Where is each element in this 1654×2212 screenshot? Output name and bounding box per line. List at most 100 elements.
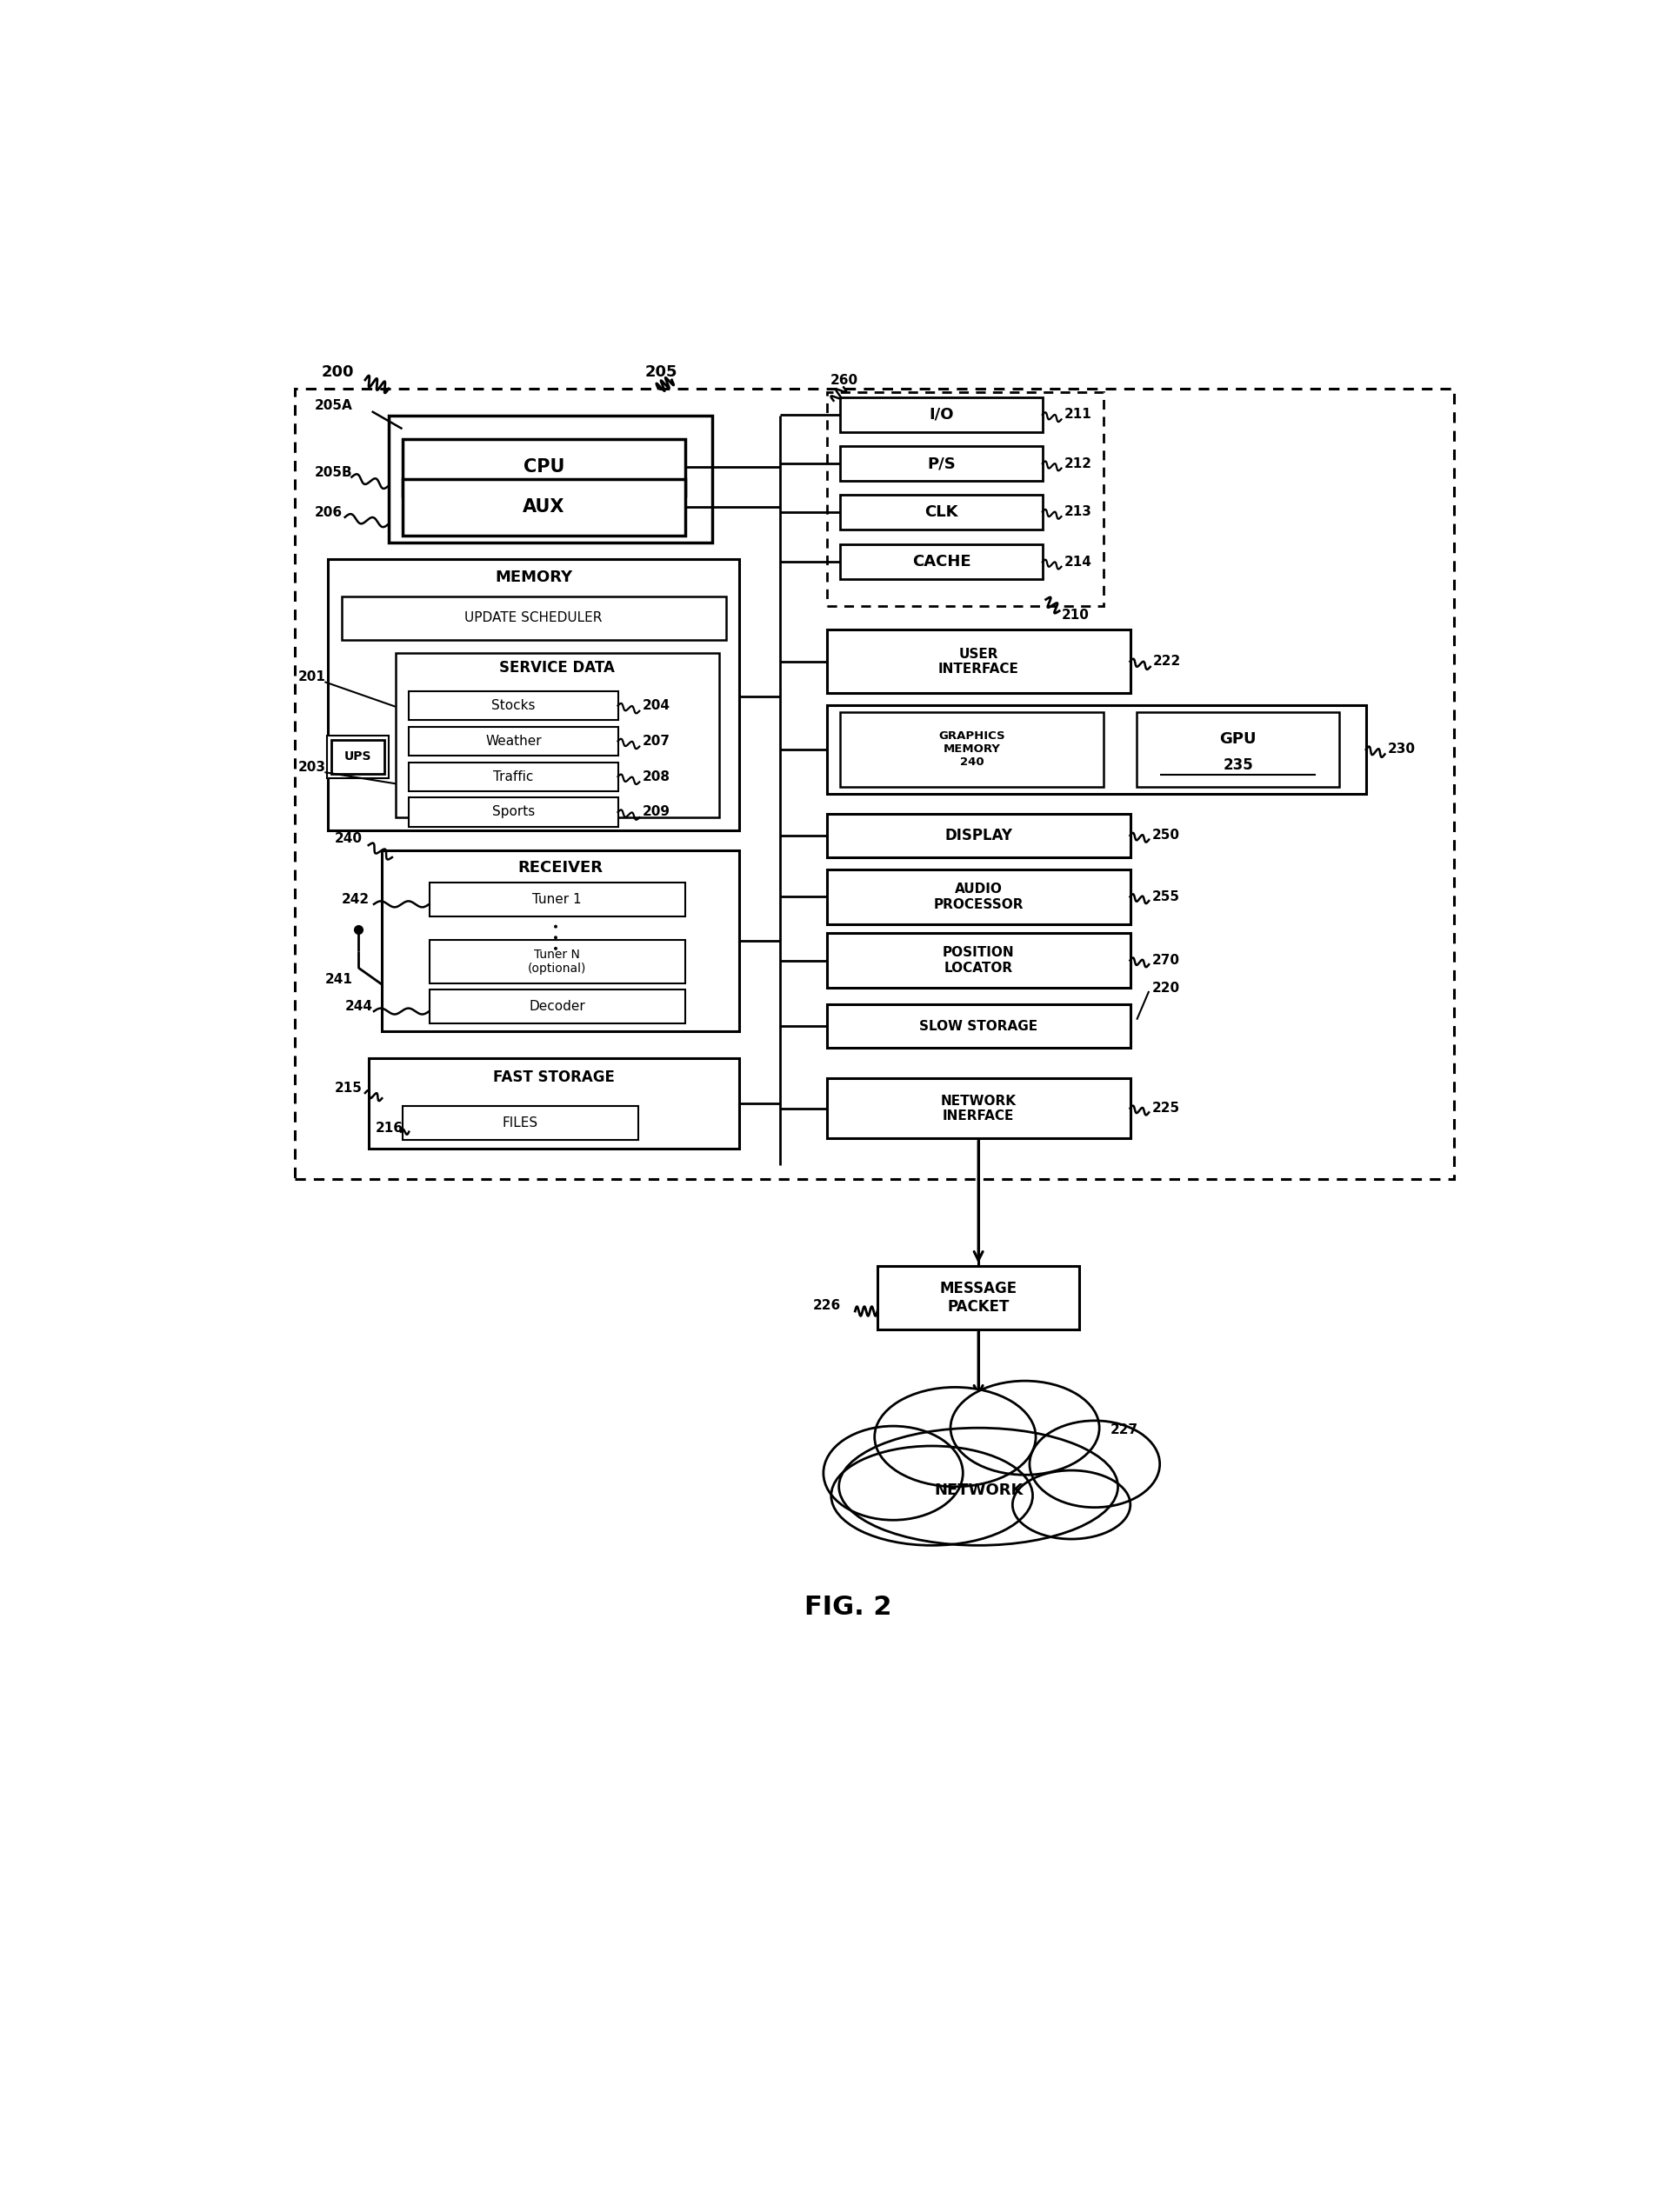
Text: 227: 227	[1110, 1422, 1138, 1436]
Text: 250: 250	[1151, 830, 1179, 843]
FancyBboxPatch shape	[331, 741, 384, 774]
Text: P/S: P/S	[928, 456, 956, 471]
Text: 225: 225	[1151, 1102, 1179, 1115]
FancyBboxPatch shape	[827, 630, 1130, 692]
FancyBboxPatch shape	[341, 597, 726, 639]
Ellipse shape	[1029, 1420, 1159, 1506]
Ellipse shape	[875, 1387, 1035, 1486]
FancyBboxPatch shape	[409, 692, 619, 721]
FancyBboxPatch shape	[327, 734, 389, 779]
Text: 260: 260	[830, 374, 858, 387]
Text: 211: 211	[1064, 409, 1092, 420]
Text: CACHE: CACHE	[911, 555, 971, 571]
FancyBboxPatch shape	[827, 869, 1130, 925]
FancyBboxPatch shape	[389, 416, 713, 542]
Text: USER
INTERFACE: USER INTERFACE	[938, 648, 1019, 675]
FancyBboxPatch shape	[428, 883, 685, 916]
Text: • • •: • • •	[551, 922, 564, 951]
Text: I/O: I/O	[930, 407, 954, 422]
Text: 241: 241	[324, 973, 352, 987]
FancyBboxPatch shape	[327, 560, 739, 830]
Text: Sports: Sports	[491, 805, 534, 818]
FancyBboxPatch shape	[840, 398, 1042, 431]
Text: Traffic: Traffic	[493, 770, 534, 783]
Text: Stocks: Stocks	[491, 699, 536, 712]
FancyBboxPatch shape	[402, 438, 685, 495]
Text: 209: 209	[642, 805, 670, 818]
Text: Tuner 1: Tuner 1	[533, 894, 582, 907]
FancyBboxPatch shape	[409, 763, 619, 792]
Text: GPU: GPU	[1219, 730, 1257, 748]
Text: 244: 244	[346, 1000, 372, 1013]
FancyBboxPatch shape	[428, 940, 685, 982]
Text: FILES: FILES	[503, 1117, 538, 1130]
Text: 201: 201	[298, 670, 326, 684]
FancyBboxPatch shape	[402, 480, 685, 535]
Ellipse shape	[824, 1427, 963, 1520]
Text: FAST STORAGE: FAST STORAGE	[493, 1068, 615, 1084]
Text: 204: 204	[642, 699, 670, 712]
Text: GRAPHICS
MEMORY
240: GRAPHICS MEMORY 240	[938, 730, 1006, 768]
Text: AUX: AUX	[523, 498, 564, 515]
Text: 205A: 205A	[314, 398, 352, 411]
FancyBboxPatch shape	[428, 989, 685, 1024]
Text: 208: 208	[642, 770, 670, 783]
Text: SLOW STORAGE: SLOW STORAGE	[920, 1020, 1037, 1033]
Text: 212: 212	[1064, 458, 1092, 471]
Ellipse shape	[951, 1380, 1100, 1475]
FancyBboxPatch shape	[294, 389, 1454, 1179]
FancyBboxPatch shape	[402, 1106, 638, 1139]
FancyBboxPatch shape	[827, 392, 1103, 606]
Text: DISPLAY: DISPLAY	[944, 827, 1012, 843]
Text: POSITION
LOCATOR: POSITION LOCATOR	[943, 947, 1014, 975]
Text: FIG. 2: FIG. 2	[804, 1595, 892, 1619]
Text: Tuner N
(optional): Tuner N (optional)	[528, 949, 587, 975]
Text: 226: 226	[814, 1298, 842, 1312]
FancyBboxPatch shape	[840, 495, 1042, 529]
Text: 200: 200	[321, 365, 354, 380]
FancyBboxPatch shape	[827, 1004, 1130, 1048]
FancyBboxPatch shape	[877, 1265, 1080, 1329]
FancyBboxPatch shape	[409, 728, 619, 757]
Text: 216: 216	[375, 1121, 404, 1135]
Ellipse shape	[1012, 1471, 1130, 1540]
Text: 206: 206	[314, 507, 342, 520]
FancyBboxPatch shape	[827, 1077, 1130, 1139]
Text: RECEIVER: RECEIVER	[518, 860, 604, 876]
FancyBboxPatch shape	[409, 799, 619, 827]
Text: 210: 210	[1062, 608, 1088, 622]
Text: 240: 240	[334, 832, 362, 845]
FancyBboxPatch shape	[369, 1057, 739, 1148]
Text: UPS: UPS	[344, 750, 372, 763]
FancyBboxPatch shape	[827, 933, 1130, 989]
FancyBboxPatch shape	[827, 706, 1366, 794]
Text: UPDATE SCHEDULER: UPDATE SCHEDULER	[465, 611, 602, 624]
Text: 255: 255	[1151, 889, 1179, 902]
FancyBboxPatch shape	[840, 447, 1042, 480]
Text: MEMORY: MEMORY	[495, 571, 572, 586]
FancyBboxPatch shape	[395, 653, 719, 816]
Text: SERVICE DATA: SERVICE DATA	[500, 659, 615, 675]
Text: 205B: 205B	[314, 467, 352, 478]
Text: CLK: CLK	[925, 504, 958, 520]
Text: Decoder: Decoder	[529, 1000, 586, 1013]
Text: 203: 203	[298, 761, 326, 774]
Ellipse shape	[839, 1429, 1118, 1546]
Text: 215: 215	[334, 1082, 362, 1095]
FancyBboxPatch shape	[840, 712, 1103, 787]
Text: 242: 242	[341, 894, 369, 907]
Text: 222: 222	[1153, 655, 1181, 668]
Text: 220: 220	[1151, 982, 1179, 995]
Text: 205: 205	[645, 365, 678, 380]
Text: 270: 270	[1151, 953, 1179, 967]
Ellipse shape	[832, 1447, 1032, 1546]
Text: 230: 230	[1388, 743, 1416, 757]
FancyBboxPatch shape	[1136, 712, 1340, 787]
Text: 235: 235	[1222, 759, 1254, 774]
Text: 213: 213	[1064, 504, 1092, 518]
FancyBboxPatch shape	[827, 814, 1130, 858]
Text: CPU: CPU	[523, 458, 564, 476]
FancyBboxPatch shape	[382, 852, 739, 1031]
Text: MESSAGE
PACKET: MESSAGE PACKET	[939, 1281, 1017, 1314]
Text: NETWORK
INERFACE: NETWORK INERFACE	[941, 1095, 1016, 1121]
